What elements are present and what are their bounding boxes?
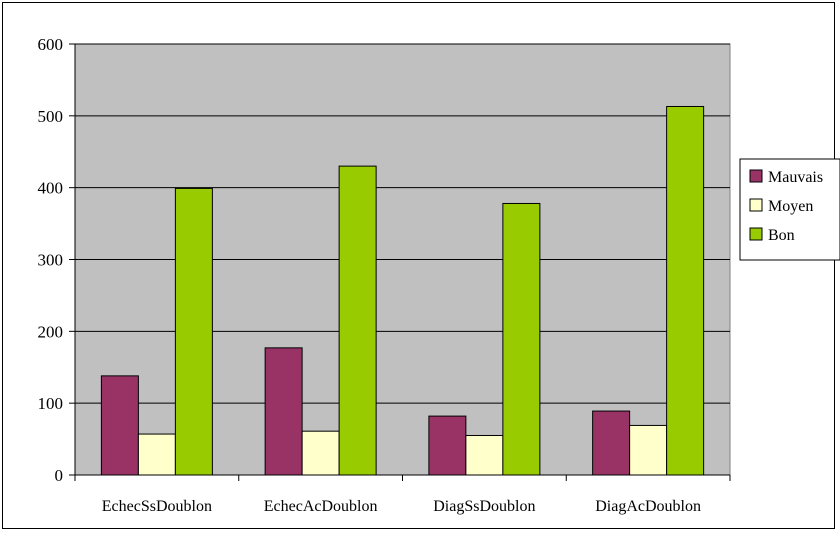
bar-mauvais-echecacdoublon xyxy=(264,347,303,476)
bar-mauvais-diagssdoublon xyxy=(428,415,467,476)
x-category-label: EchecAcDoublon xyxy=(264,498,378,515)
legend-swatch-moyen xyxy=(749,198,763,212)
legend-swatch-mauvais xyxy=(749,169,763,183)
bar-bon-echecssdoublon xyxy=(174,187,213,476)
legend-label-mauvais: Mauvais xyxy=(768,169,823,186)
y-tick-label: 600 xyxy=(38,35,64,54)
bar-moyen-diagacdoublon xyxy=(629,424,668,476)
legend-label-bon: Bon xyxy=(768,227,795,244)
y-tick-label: 100 xyxy=(38,394,64,413)
bar-moyen-diagssdoublon xyxy=(465,434,504,476)
legend-label-moyen: Moyen xyxy=(768,198,813,215)
x-category-label: EchecSsDoublon xyxy=(102,498,212,515)
y-tick-label: 400 xyxy=(38,179,64,198)
bar-bon-diagssdoublon xyxy=(502,202,541,476)
x-category-label: DiagSsDoublon xyxy=(433,498,535,515)
bar-mauvais-echecssdoublon xyxy=(100,375,139,476)
y-tick-label: 200 xyxy=(38,322,64,341)
y-tick-label: 500 xyxy=(38,107,64,126)
bar-bon-diagacdoublon xyxy=(666,105,705,476)
bar-moyen-echecssdoublon xyxy=(137,433,176,476)
y-tick-label: 0 xyxy=(55,466,64,485)
legend-swatch-bon xyxy=(749,227,763,241)
bar-moyen-echecacdoublon xyxy=(301,430,340,476)
x-category-label: DiagAcDoublon xyxy=(595,498,701,515)
bar-mauvais-diagacdoublon xyxy=(592,410,631,476)
bar-bon-echecacdoublon xyxy=(338,165,377,476)
y-tick-label: 300 xyxy=(38,251,64,270)
